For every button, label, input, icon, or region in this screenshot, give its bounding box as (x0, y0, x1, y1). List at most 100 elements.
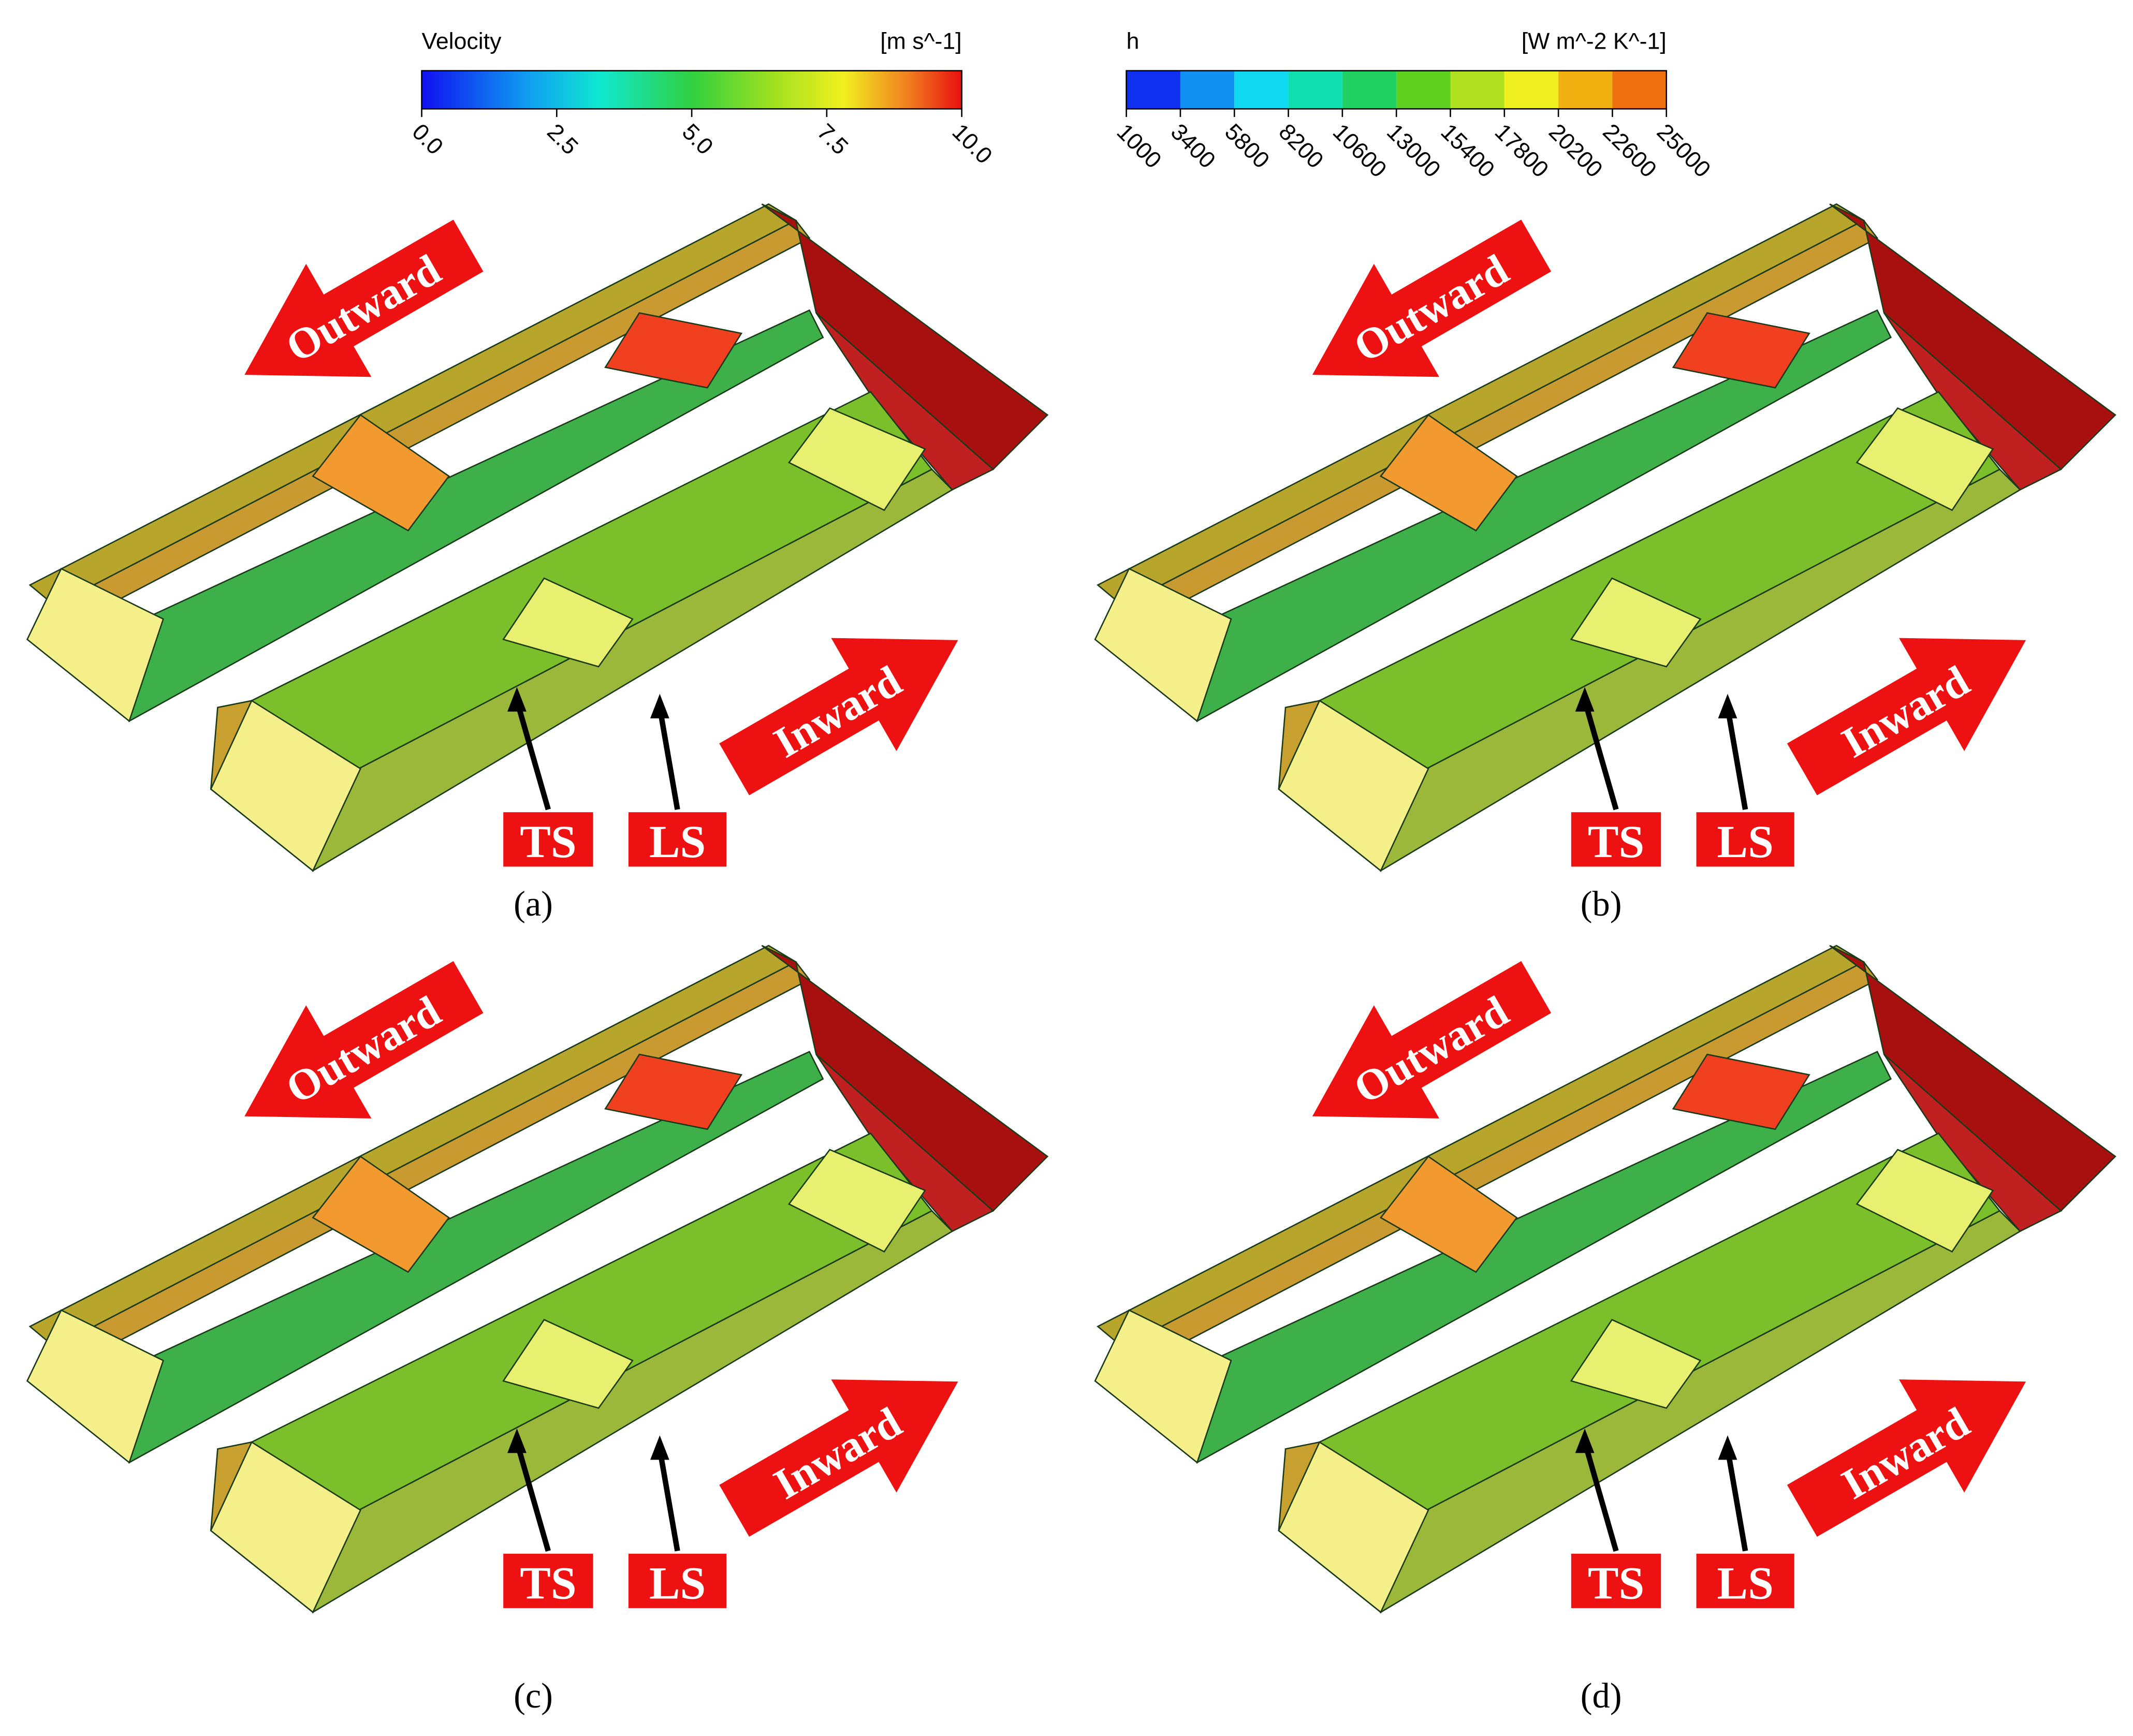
colorbar-segment (1342, 70, 1397, 109)
marker-box (628, 1553, 727, 1608)
marker-box (1571, 1553, 1661, 1608)
duct-surface (1672, 1053, 1810, 1130)
arrow-shape (1787, 638, 2026, 796)
duct-surface (1278, 699, 1429, 872)
legend-title: Velocity (422, 29, 502, 54)
duct-surface (787, 407, 926, 511)
legend-unit: [m s^-1] (880, 29, 961, 54)
pointer-head (1575, 687, 1595, 712)
pointer-line (1725, 1448, 1748, 1552)
arrow-shape (719, 1379, 958, 1537)
legend-unit: [W m^-2 K^-1] (1522, 29, 1667, 54)
colorbar (421, 70, 962, 110)
marker-label: TS (1588, 1558, 1644, 1609)
marker-label: LS (649, 1558, 706, 1609)
marker-box (1696, 1553, 1794, 1608)
colorbar-tick-label: 2.5 (542, 119, 583, 160)
colorbar-segment (1396, 70, 1451, 109)
marker-label: TS (1588, 816, 1644, 867)
inward-arrow: Inward (1787, 1379, 2026, 1537)
inward-arrow: Inward (1787, 638, 2026, 796)
pointer-line (1582, 700, 1619, 811)
inward-arrow: Inward (719, 638, 958, 796)
inward-arrow: Inward (719, 1379, 958, 1537)
marker-label: TS (520, 1558, 576, 1609)
duct-surface (1570, 1319, 1702, 1409)
colorbar-tick-label: 1000 (1112, 119, 1166, 173)
duct-surface (210, 699, 361, 872)
duct-surface (787, 1149, 926, 1253)
pointer-head (1718, 1435, 1737, 1460)
duct-surface (26, 567, 164, 723)
duct-surface (312, 414, 450, 532)
arrow-shape (1787, 1379, 2026, 1537)
arrow-shape (719, 638, 958, 796)
colorbar-tick-label: 0.0 (407, 119, 448, 160)
colorbar-tick-label: 7.5 (812, 119, 853, 160)
pointer-head (507, 1428, 527, 1453)
colorbar-segment (1126, 70, 1180, 109)
colorbar-segment (1450, 70, 1504, 109)
pointer-head (650, 1435, 669, 1460)
colorbar-tick-label: 20200 (1544, 119, 1607, 182)
duct-surface (1856, 407, 1994, 511)
panel-label: (b) (1581, 884, 1622, 923)
colorbar-tick-label: 3400 (1166, 119, 1220, 173)
pointer-head (1575, 1428, 1595, 1453)
duct-surface (1094, 567, 1232, 723)
duct-surface (502, 577, 634, 668)
pointer-head (1718, 694, 1737, 718)
colorbar-tick-label: 13000 (1382, 119, 1445, 182)
duct-surface (1856, 1149, 1994, 1253)
duct-surface (210, 1441, 361, 1613)
colorbar-segment (1612, 70, 1667, 109)
marker-box (503, 812, 593, 867)
duct-surface (1094, 1309, 1232, 1464)
pointer-line (514, 1441, 551, 1552)
colorbar-tick-label: 22600 (1598, 119, 1661, 182)
pointer-line (1582, 1441, 1619, 1552)
panel-label: (a) (514, 884, 553, 923)
colorbar-tick-label: 10.0 (947, 119, 997, 169)
duct-surface (1672, 312, 1810, 389)
duct-surface (1278, 1441, 1429, 1613)
legends: Velocity [m s^-1] 0.0 2.5 5.0 7.5 10.0 h [W m^-2… (407, 29, 1715, 183)
pointer-line (514, 700, 551, 811)
duct-surface (604, 1053, 743, 1130)
pointer-line (657, 707, 680, 810)
colorbar-tick-label: 17800 (1490, 119, 1553, 182)
pointer-line (657, 1448, 680, 1552)
duct-surface (604, 312, 743, 389)
arrow-shape (244, 961, 484, 1119)
panel-label: (c) (514, 1676, 553, 1715)
arrow-shape (1312, 961, 1552, 1119)
arrow-shape (244, 219, 484, 377)
pointer-head (650, 694, 669, 718)
pointer-head (507, 687, 527, 712)
colorbar-tick-label: 15400 (1436, 119, 1499, 182)
colorbar-segment (1504, 70, 1559, 109)
colorbar-segment (1180, 70, 1235, 109)
marker-label: LS (1717, 816, 1774, 867)
duct-surface (26, 1309, 164, 1464)
colorbar-segment (1558, 70, 1613, 109)
marker-box (628, 812, 727, 867)
colorbar-tick-label: 10600 (1328, 119, 1391, 182)
duct-surface (1379, 414, 1518, 532)
duct-surface (1379, 1155, 1518, 1273)
legend-title: h (1127, 29, 1139, 54)
duct-surface (312, 1155, 450, 1273)
marker-box (1696, 812, 1794, 867)
colorbar-tick-label: 5800 (1220, 119, 1274, 173)
colorbar-segment (1288, 70, 1342, 109)
duct-surface (1570, 577, 1702, 668)
colorbar-tick-label: 25000 (1652, 119, 1715, 182)
panel-label: (d) (1581, 1676, 1622, 1715)
marker-box (503, 1553, 593, 1608)
